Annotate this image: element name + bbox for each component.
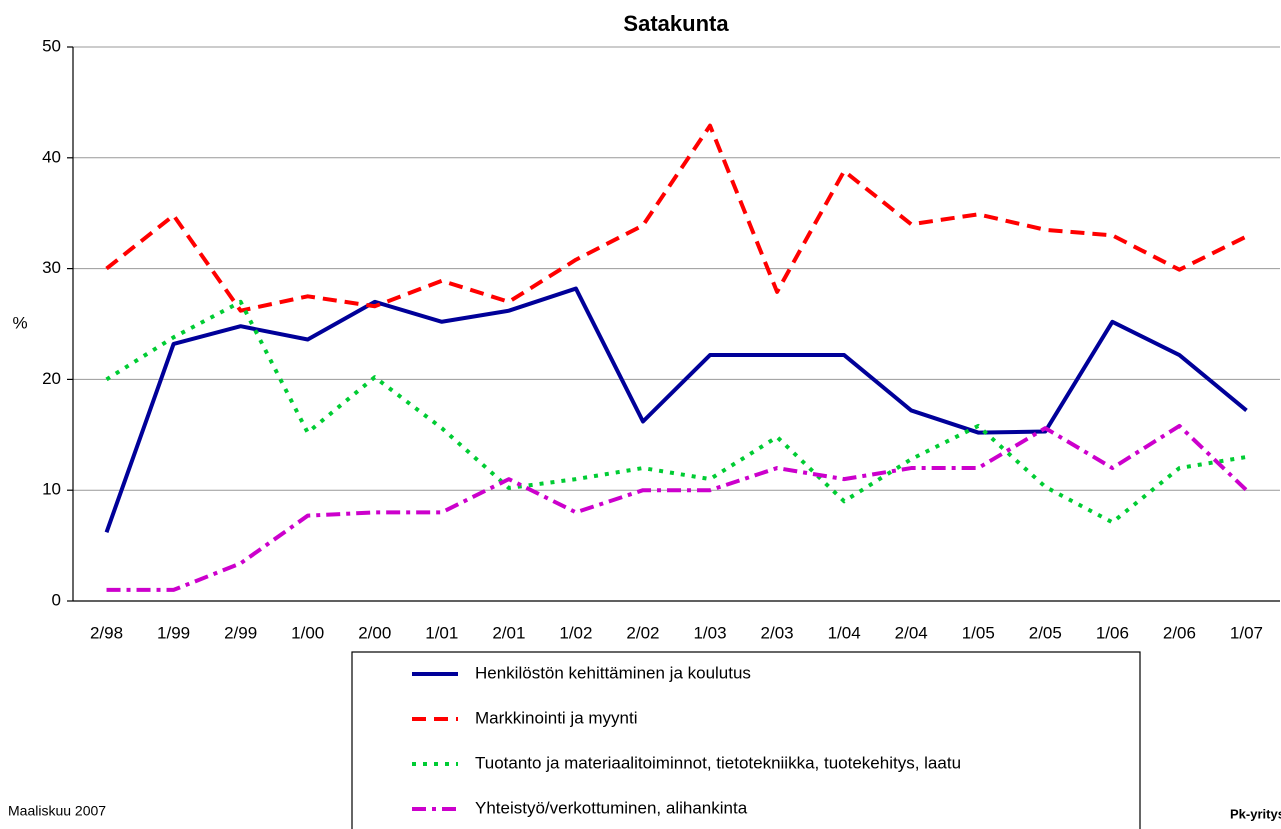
x-tick-label: 2/04 bbox=[895, 623, 928, 642]
series-line bbox=[105, 123, 1248, 313]
y-tick-label: 30 bbox=[42, 258, 61, 277]
y-tick-label: 40 bbox=[42, 147, 61, 166]
legend-label: Markkinointi ja myynti bbox=[475, 708, 638, 727]
footer-right: Pk-yritysb bbox=[1230, 806, 1281, 821]
legend-label: Tuotanto ja materiaalitoiminnot, tietote… bbox=[475, 753, 961, 772]
x-tick-label: 1/01 bbox=[425, 623, 458, 642]
legend-box bbox=[351, 651, 1141, 829]
x-tick-label: 1/05 bbox=[962, 623, 995, 642]
series-line bbox=[104, 286, 1248, 533]
x-tick-label: 2/00 bbox=[358, 623, 391, 642]
x-tick-label: 2/03 bbox=[761, 623, 794, 642]
y-axis-label: % bbox=[12, 313, 27, 332]
x-tick-label: 1/00 bbox=[291, 623, 324, 642]
legend-label: Yhteistyö/verkottuminen, alihankinta bbox=[475, 798, 748, 817]
x-tick-label: 2/02 bbox=[626, 623, 659, 642]
x-tick-label: 1/02 bbox=[559, 623, 592, 642]
series-line bbox=[106, 423, 1248, 592]
footer-left: Maaliskuu 2007 bbox=[8, 803, 106, 819]
x-tick-label: 1/06 bbox=[1096, 623, 1129, 642]
y-tick-label: 0 bbox=[52, 590, 61, 609]
y-tick-label: 50 bbox=[42, 36, 61, 55]
chart-title: Satakunta bbox=[623, 11, 729, 36]
x-tick-label: 2/98 bbox=[90, 623, 123, 642]
x-tick-label: 2/05 bbox=[1029, 623, 1062, 642]
x-tick-label: 2/06 bbox=[1163, 623, 1196, 642]
y-tick-label: 10 bbox=[42, 480, 61, 499]
x-tick-label: 2/99 bbox=[224, 623, 257, 642]
x-tick-label: 1/04 bbox=[828, 623, 861, 642]
series-line bbox=[105, 299, 1247, 525]
legend-label: Henkilöstön kehittäminen ja koulutus bbox=[475, 663, 751, 682]
y-tick-label: 20 bbox=[42, 369, 61, 388]
x-tick-label: 2/01 bbox=[492, 623, 525, 642]
x-tick-label: 1/07 bbox=[1230, 623, 1263, 642]
x-tick-label: 1/03 bbox=[693, 623, 726, 642]
x-tick-label: 1/99 bbox=[157, 623, 190, 642]
